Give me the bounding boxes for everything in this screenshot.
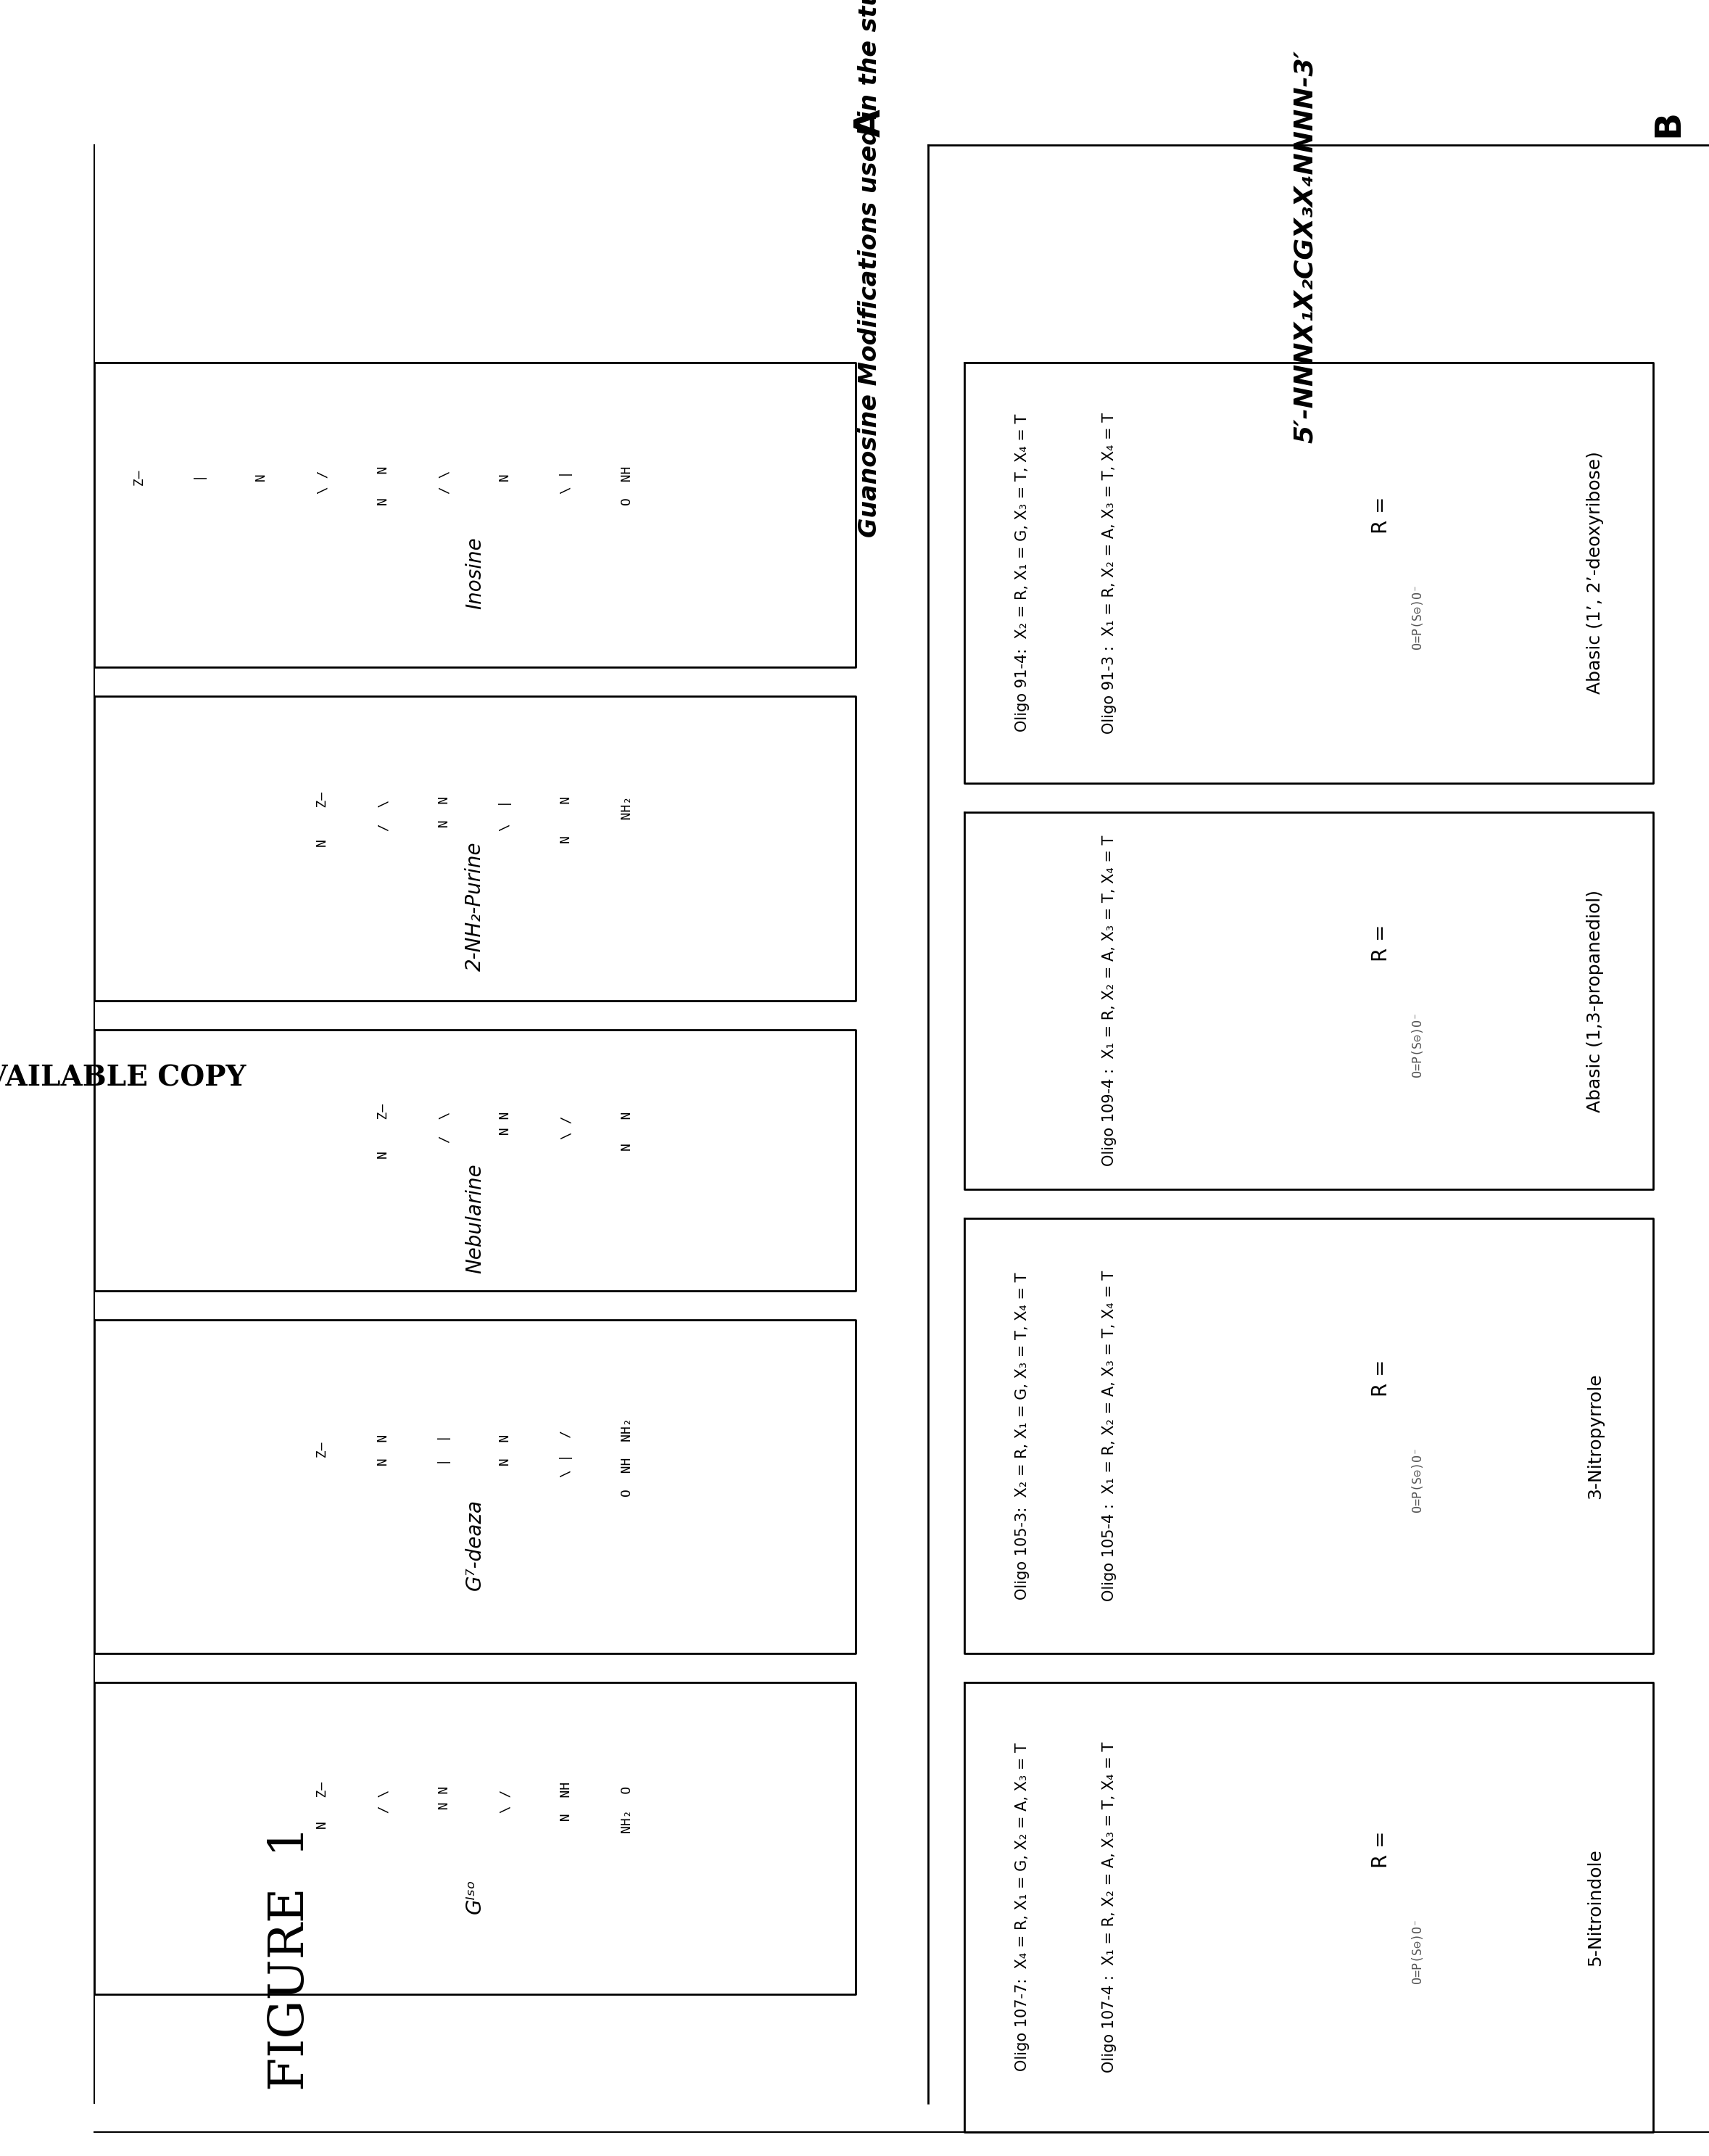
- Text: / \: / \: [378, 1789, 390, 1828]
- Text: |  |: | |: [438, 1434, 451, 1481]
- Text: \ /: \ /: [316, 470, 330, 502]
- Text: Gᴵˢᵒ: Gᴵˢᵒ: [465, 1878, 485, 1915]
- Text: O=P(S⊖)O⁻: O=P(S⊖)O⁻: [1412, 1919, 1424, 1984]
- Text: 2-NH₂-Purine: 2-NH₂-Purine: [465, 841, 485, 970]
- Text: N: N: [255, 474, 268, 498]
- Text: B: B: [1651, 110, 1685, 138]
- Text: N  N: N N: [499, 1434, 513, 1481]
- Text: N   N: N N: [378, 466, 390, 507]
- Text: Oligo 91-3 :  X₁ = R, X₂ = A, X₃ = T, X₄ = T: Oligo 91-3 : X₁ = R, X₂ = A, X₃ = T, X₄ …: [1102, 412, 1116, 733]
- Text: 3-Nitropyrrole: 3-Nitropyrrole: [1586, 1373, 1603, 1498]
- Text: O=P(S⊖)O⁻: O=P(S⊖)O⁻: [1412, 1447, 1424, 1511]
- Text: \ /: \ /: [561, 1115, 573, 1147]
- Text: R =: R =: [1371, 925, 1391, 962]
- Text: Oligo 109-4 :  X₁ = R, X₂ = A, X₃ = T, X₄ = T: Oligo 109-4 : X₁ = R, X₂ = A, X₃ = T, X₄…: [1102, 834, 1116, 1166]
- Text: \ |: \ |: [561, 470, 573, 502]
- Text: O=P(S⊖)O⁻: O=P(S⊖)O⁻: [1412, 584, 1424, 649]
- Text: |: |: [195, 474, 207, 498]
- Text: FIGURE  1: FIGURE 1: [267, 1826, 314, 2091]
- Text: Abasic (1’, 2’-deoxyribose): Abasic (1’, 2’-deoxyribose): [1586, 451, 1603, 694]
- Text: N: N: [499, 474, 513, 498]
- Text: R =: R =: [1371, 496, 1391, 533]
- Text: N    N: N N: [561, 796, 573, 843]
- Text: O  NH: O NH: [620, 466, 634, 507]
- Text: N   N: N N: [620, 1112, 634, 1151]
- Text: G⁷-deaza: G⁷-deaza: [465, 1498, 485, 1591]
- Text: N  N: N N: [438, 796, 451, 843]
- Text: Oligo 105-3:  X₂ = R, X₁ = G, X₃ = T, X₄ = T: Oligo 105-3: X₂ = R, X₁ = G, X₃ = T, X₄ …: [1015, 1272, 1029, 1600]
- Text: 5-Nitroindole: 5-Nitroindole: [1586, 1848, 1603, 1966]
- Text: \ /: \ /: [499, 1789, 513, 1828]
- Text: N N: N N: [438, 1785, 451, 1833]
- Text: N  NH: N NH: [561, 1781, 573, 1837]
- Text: R =: R =: [1371, 1358, 1391, 1397]
- Text: Oligo 107-4 :  X₁ = R, X₂ = A, X₃ = T, X₄ = T: Oligo 107-4 : X₁ = R, X₂ = A, X₃ = T, X₄…: [1102, 1742, 1116, 2072]
- Text: /  \: / \: [378, 800, 390, 839]
- Text: N N: N N: [499, 1112, 513, 1151]
- Text: \  |: \ |: [499, 800, 513, 839]
- Text: N    Z—: N Z—: [378, 1104, 390, 1160]
- Text: / \: / \: [438, 470, 451, 502]
- Text: O=P(S⊖)O⁻: O=P(S⊖)O⁻: [1412, 1011, 1424, 1076]
- Text: N    Z—: N Z—: [316, 791, 330, 847]
- Text: BEST AVAILABLE COPY: BEST AVAILABLE COPY: [0, 1065, 246, 1091]
- Text: Abasic (1,3-propanediol): Abasic (1,3-propanediol): [1586, 890, 1603, 1112]
- Text: NH₂  O: NH₂ O: [620, 1785, 634, 1833]
- Text: Guanosine Modifications used in the study: Guanosine Modifications used in the stud…: [858, 0, 882, 537]
- Text: Oligo 107-7:  X₄ = R, X₁ = G, X₂ = A, X₃ = T: Oligo 107-7: X₄ = R, X₁ = G, X₂ = A, X₃ …: [1015, 1742, 1029, 2072]
- Text: Nebularine: Nebularine: [465, 1164, 485, 1274]
- Text: Inosine: Inosine: [465, 537, 485, 610]
- Text: NH₂: NH₂: [620, 796, 634, 843]
- Text: Oligo 91-4:  X₂ = R, X₁ = G, X₃ = T, X₄ = T: Oligo 91-4: X₂ = R, X₁ = G, X₃ = T, X₄ =…: [1015, 414, 1029, 731]
- Text: A: A: [853, 110, 887, 138]
- Text: N   Z—: N Z—: [316, 1781, 330, 1837]
- Text: Oligo 105-4 :  X₁ = R, X₂ = A, X₃ = T, X₄ = T: Oligo 105-4 : X₁ = R, X₂ = A, X₃ = T, X₄…: [1102, 1270, 1116, 1602]
- Text: 5′-NNNX₁X₂CGX₃X₄NNNN-3′: 5′-NNNX₁X₂CGX₃X₄NNNN-3′: [1292, 50, 1318, 444]
- Text: O  NH  NH₂: O NH NH₂: [620, 1419, 634, 1496]
- Text: Z—: Z—: [133, 470, 147, 502]
- Text: R =: R =: [1371, 1830, 1391, 1867]
- Text: N  N: N N: [378, 1434, 390, 1481]
- Text: Z—: Z—: [316, 1442, 330, 1473]
- Text: \ |  /: \ | /: [561, 1429, 573, 1485]
- Text: /  \: / \: [438, 1112, 451, 1151]
